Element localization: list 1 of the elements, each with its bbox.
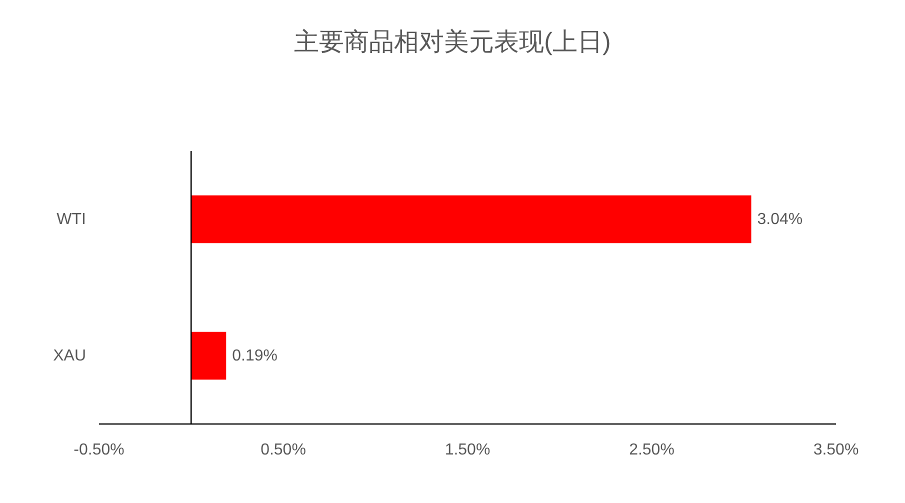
title: 主要商品相对美元表现(上日)	[294, 28, 611, 56]
